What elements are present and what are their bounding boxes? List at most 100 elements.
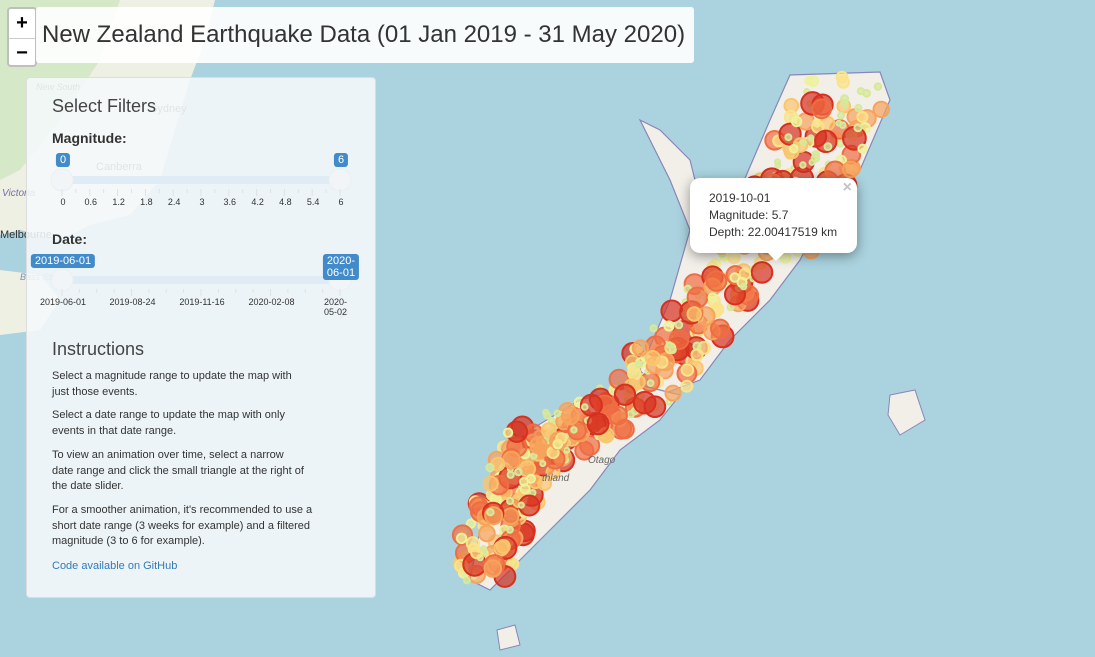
slider-tick-label: 6: [338, 197, 344, 207]
slider-tick-label: 4.2: [251, 197, 264, 207]
quake-marker[interactable]: [465, 536, 481, 551]
quake-marker[interactable]: [539, 460, 547, 468]
zoom-out[interactable]: −: [16, 42, 28, 64]
quake-marker[interactable]: [872, 100, 890, 119]
quake-marker[interactable]: [560, 406, 580, 426]
quake-marker[interactable]: [799, 161, 807, 169]
quake-marker[interactable]: [668, 345, 677, 355]
quake-marker[interactable]: [856, 87, 866, 96]
quake-marker[interactable]: [553, 409, 562, 418]
quake-marker[interactable]: [660, 299, 684, 323]
quake-marker[interactable]: [840, 99, 849, 109]
quake-marker[interactable]: [542, 408, 550, 416]
quake-marker[interactable]: [729, 272, 741, 283]
quake-marker[interactable]: [665, 341, 673, 349]
quake-marker[interactable]: [634, 360, 643, 369]
zoom-in[interactable]: +: [9, 9, 35, 39]
quake-marker[interactable]: [811, 150, 821, 159]
quake-marker[interactable]: [799, 139, 807, 147]
quake-marker[interactable]: [502, 450, 521, 470]
quake-marker[interactable]: [627, 366, 642, 381]
quake-marker[interactable]: [614, 419, 635, 440]
quake-marker[interactable]: [613, 383, 637, 406]
quake-marker[interactable]: [804, 75, 815, 86]
popup-line: 2019-10-01: [709, 191, 771, 205]
quake-marker[interactable]: [502, 427, 514, 438]
quake-marker[interactable]: [835, 119, 843, 127]
quake-marker[interactable]: [501, 507, 520, 526]
quake-marker[interactable]: [707, 292, 718, 303]
quake-marker[interactable]: [632, 390, 657, 415]
quake-marker[interactable]: [514, 467, 523, 477]
quake-marker[interactable]: [581, 403, 589, 411]
quake-marker[interactable]: [835, 70, 849, 84]
quake-marker[interactable]: [649, 324, 658, 333]
quake-marker[interactable]: [774, 161, 782, 169]
quake-marker[interactable]: [646, 379, 655, 388]
quake-marker[interactable]: [455, 532, 468, 544]
quake-marker[interactable]: [674, 320, 684, 330]
instruction: Select a magnitude range to update the m…: [52, 370, 292, 398]
quake-marker[interactable]: [853, 123, 863, 133]
quake-marker[interactable]: [873, 82, 883, 91]
quake-marker[interactable]: [856, 111, 869, 123]
quake-marker[interactable]: [530, 452, 538, 460]
quake-marker[interactable]: [842, 160, 860, 179]
quake-marker[interactable]: [482, 475, 499, 492]
instruction: For a smoother animation, it's recommend…: [52, 504, 313, 547]
quake-marker[interactable]: [517, 501, 525, 509]
quake-marker[interactable]: [823, 142, 833, 152]
quake-marker[interactable]: [631, 339, 650, 357]
quake-marker[interactable]: [857, 143, 868, 154]
instruction: Select a date range to update the map wi…: [52, 409, 285, 437]
quake-marker[interactable]: [529, 436, 548, 455]
quake-marker[interactable]: [690, 348, 704, 362]
quake-marker[interactable]: [563, 446, 571, 454]
quake-marker[interactable]: [836, 139, 845, 148]
quake-marker[interactable]: [705, 270, 728, 292]
quake-marker[interactable]: [784, 133, 793, 142]
date-label: Date:: [52, 231, 88, 247]
popup-tip: [767, 252, 785, 261]
quake-marker[interactable]: [807, 134, 815, 142]
quake-marker[interactable]: [586, 412, 610, 436]
quake-marker[interactable]: [483, 559, 503, 578]
quake-marker[interactable]: [506, 497, 515, 505]
quake-marker[interactable]: [478, 524, 496, 543]
slider-tick-label: 1.2: [112, 197, 125, 207]
quake-marker[interactable]: [664, 384, 682, 402]
quake-marker[interactable]: [727, 251, 741, 265]
quake-marker[interactable]: [811, 120, 825, 134]
quake-marker[interactable]: [506, 470, 515, 479]
github-link[interactable]: Code available on GitHub: [52, 560, 178, 572]
quake-marker[interactable]: [790, 115, 803, 128]
quake-marker[interactable]: [519, 483, 531, 495]
quake-marker[interactable]: [486, 508, 495, 517]
quake-marker[interactable]: [854, 103, 863, 113]
quake-marker[interactable]: [788, 143, 799, 154]
quake-marker[interactable]: [680, 363, 695, 377]
quake-marker[interactable]: [485, 463, 495, 473]
slider-tick-label: 3: [199, 197, 205, 207]
quake-marker[interactable]: [680, 379, 694, 393]
quake-marker[interactable]: [811, 98, 832, 120]
quake-marker[interactable]: [750, 261, 774, 284]
slider-tick-label: 5.4: [306, 197, 320, 207]
quake-marker[interactable]: [570, 426, 578, 434]
map-label: Otago: [588, 455, 616, 466]
quake-marker[interactable]: [710, 318, 730, 339]
quake-marker[interactable]: [480, 545, 488, 553]
quake-marker[interactable]: [555, 432, 568, 445]
quake-marker[interactable]: [493, 540, 510, 557]
quake-marker[interactable]: [506, 525, 514, 534]
popup-line: Depth: 22.00417519 km: [709, 225, 838, 239]
quake-marker[interactable]: [663, 320, 675, 332]
slider-tick-label: 2.4: [167, 197, 181, 207]
quake-marker[interactable]: [836, 111, 846, 120]
quake-marker[interactable]: [739, 282, 748, 291]
quake-marker[interactable]: [526, 473, 536, 484]
quake-marker[interactable]: [463, 576, 471, 585]
quake-marker[interactable]: [644, 350, 661, 366]
popup-close[interactable]: ×: [842, 179, 852, 196]
quake-marker[interactable]: [686, 306, 702, 322]
